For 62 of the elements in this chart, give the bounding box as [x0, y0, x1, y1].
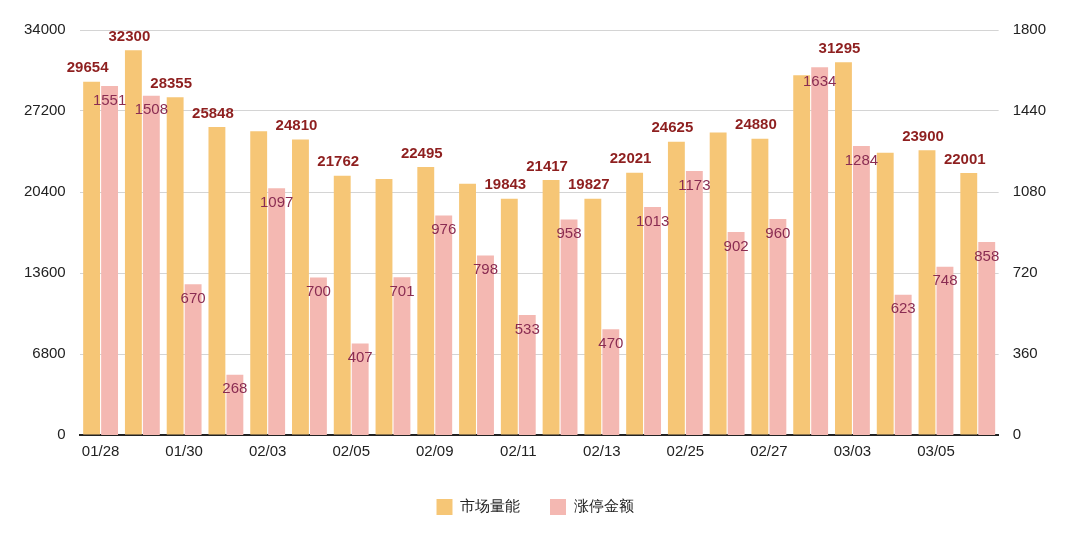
- x-tick-label: 02/25: [666, 442, 705, 460]
- data-label: 470: [598, 333, 624, 351]
- data-label: 21417: [526, 156, 568, 174]
- x-tick-label: 02/09: [415, 442, 454, 460]
- data-label: 1013: [635, 211, 670, 229]
- data-label: 700: [305, 282, 331, 300]
- data-label: 976: [431, 220, 457, 238]
- data-label: 268: [222, 379, 248, 397]
- data-label: 533: [514, 319, 540, 337]
- data-label: 670: [180, 288, 206, 306]
- y-tick-label: 6800: [32, 344, 66, 362]
- data-label: 798: [472, 260, 499, 278]
- data-label: 858: [974, 246, 1000, 264]
- data-label: 407: [347, 348, 373, 366]
- data-label: 22001: [943, 149, 986, 167]
- y2-tick-label: 1800: [1012, 20, 1047, 38]
- data-label: 32300: [108, 26, 151, 44]
- data-label: 25848: [192, 103, 234, 121]
- x-tick-label: 03/03: [833, 442, 872, 460]
- x-tick-label: 01/28: [81, 442, 120, 460]
- x-tick-label: 02/03: [248, 442, 287, 460]
- y2-tick-label: 1440: [1012, 101, 1047, 119]
- y-tick-label: 0: [57, 425, 66, 443]
- x-tick-label: 02/13: [583, 442, 621, 460]
- data-label: 22495: [400, 143, 443, 161]
- data-label: 24880: [735, 115, 777, 133]
- y2-tick-label: 360: [1012, 344, 1038, 362]
- data-label: 28355: [150, 73, 193, 91]
- data-label: 958: [556, 224, 582, 242]
- y-tick-label: 34000: [23, 20, 66, 38]
- x-tick-label: 01/30: [165, 442, 203, 460]
- y2-tick-label: 1080: [1012, 182, 1047, 200]
- data-label: 960: [765, 223, 791, 241]
- y2-tick-label: 0: [1012, 425, 1021, 443]
- data-label: 1284: [844, 150, 879, 168]
- x-tick-label: 02/11: [500, 442, 537, 460]
- data-label: 19827: [567, 175, 610, 193]
- data-label: 1173: [678, 175, 711, 193]
- data-label: 22021: [609, 149, 652, 167]
- data-label: 1097: [259, 192, 294, 210]
- data-label: 623: [890, 299, 916, 317]
- data-label: 1551: [92, 90, 127, 108]
- data-label: 1508: [134, 100, 169, 118]
- data-label: 24625: [651, 118, 694, 136]
- data-label: 902: [723, 236, 749, 254]
- data-label: 19843: [484, 175, 527, 193]
- x-tick-label: 02/05: [332, 442, 370, 460]
- legend-label: 涨停金额: [573, 497, 634, 515]
- y-tick-label: 27200: [23, 101, 66, 119]
- data-label: 23900: [902, 126, 944, 144]
- data-label: 29654: [66, 58, 110, 76]
- data-label: 21762: [317, 152, 360, 170]
- x-tick-label: 03/05: [917, 442, 955, 460]
- data-label: 24810: [275, 116, 318, 134]
- legend-label: 市场量能: [460, 497, 520, 515]
- data-label: 701: [389, 281, 415, 299]
- data-label: 1634: [802, 71, 837, 89]
- x-tick-label: 02/27: [750, 442, 788, 460]
- y-tick-label: 13600: [23, 263, 66, 281]
- y-tick-label: 20400: [23, 182, 66, 200]
- y2-tick-label: 720: [1012, 263, 1038, 281]
- data-label: 31295: [818, 38, 861, 56]
